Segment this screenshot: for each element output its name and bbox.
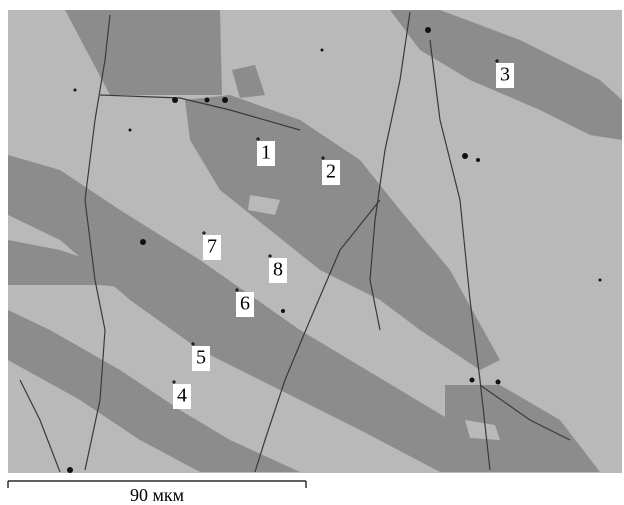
- point-label: 5: [196, 347, 206, 369]
- point-label: 8: [273, 259, 283, 281]
- point-label: 7: [207, 236, 217, 258]
- point-label: 6: [240, 293, 250, 315]
- scale-bar-label: 90 мкм: [130, 485, 184, 505]
- micrograph: 1 2 3 45 6 7 8 90 мкм: [0, 0, 624, 505]
- point-label: 3: [500, 64, 510, 86]
- point-label: 1: [261, 142, 271, 164]
- point-label: 2: [326, 161, 336, 183]
- point-label: 4: [177, 385, 187, 407]
